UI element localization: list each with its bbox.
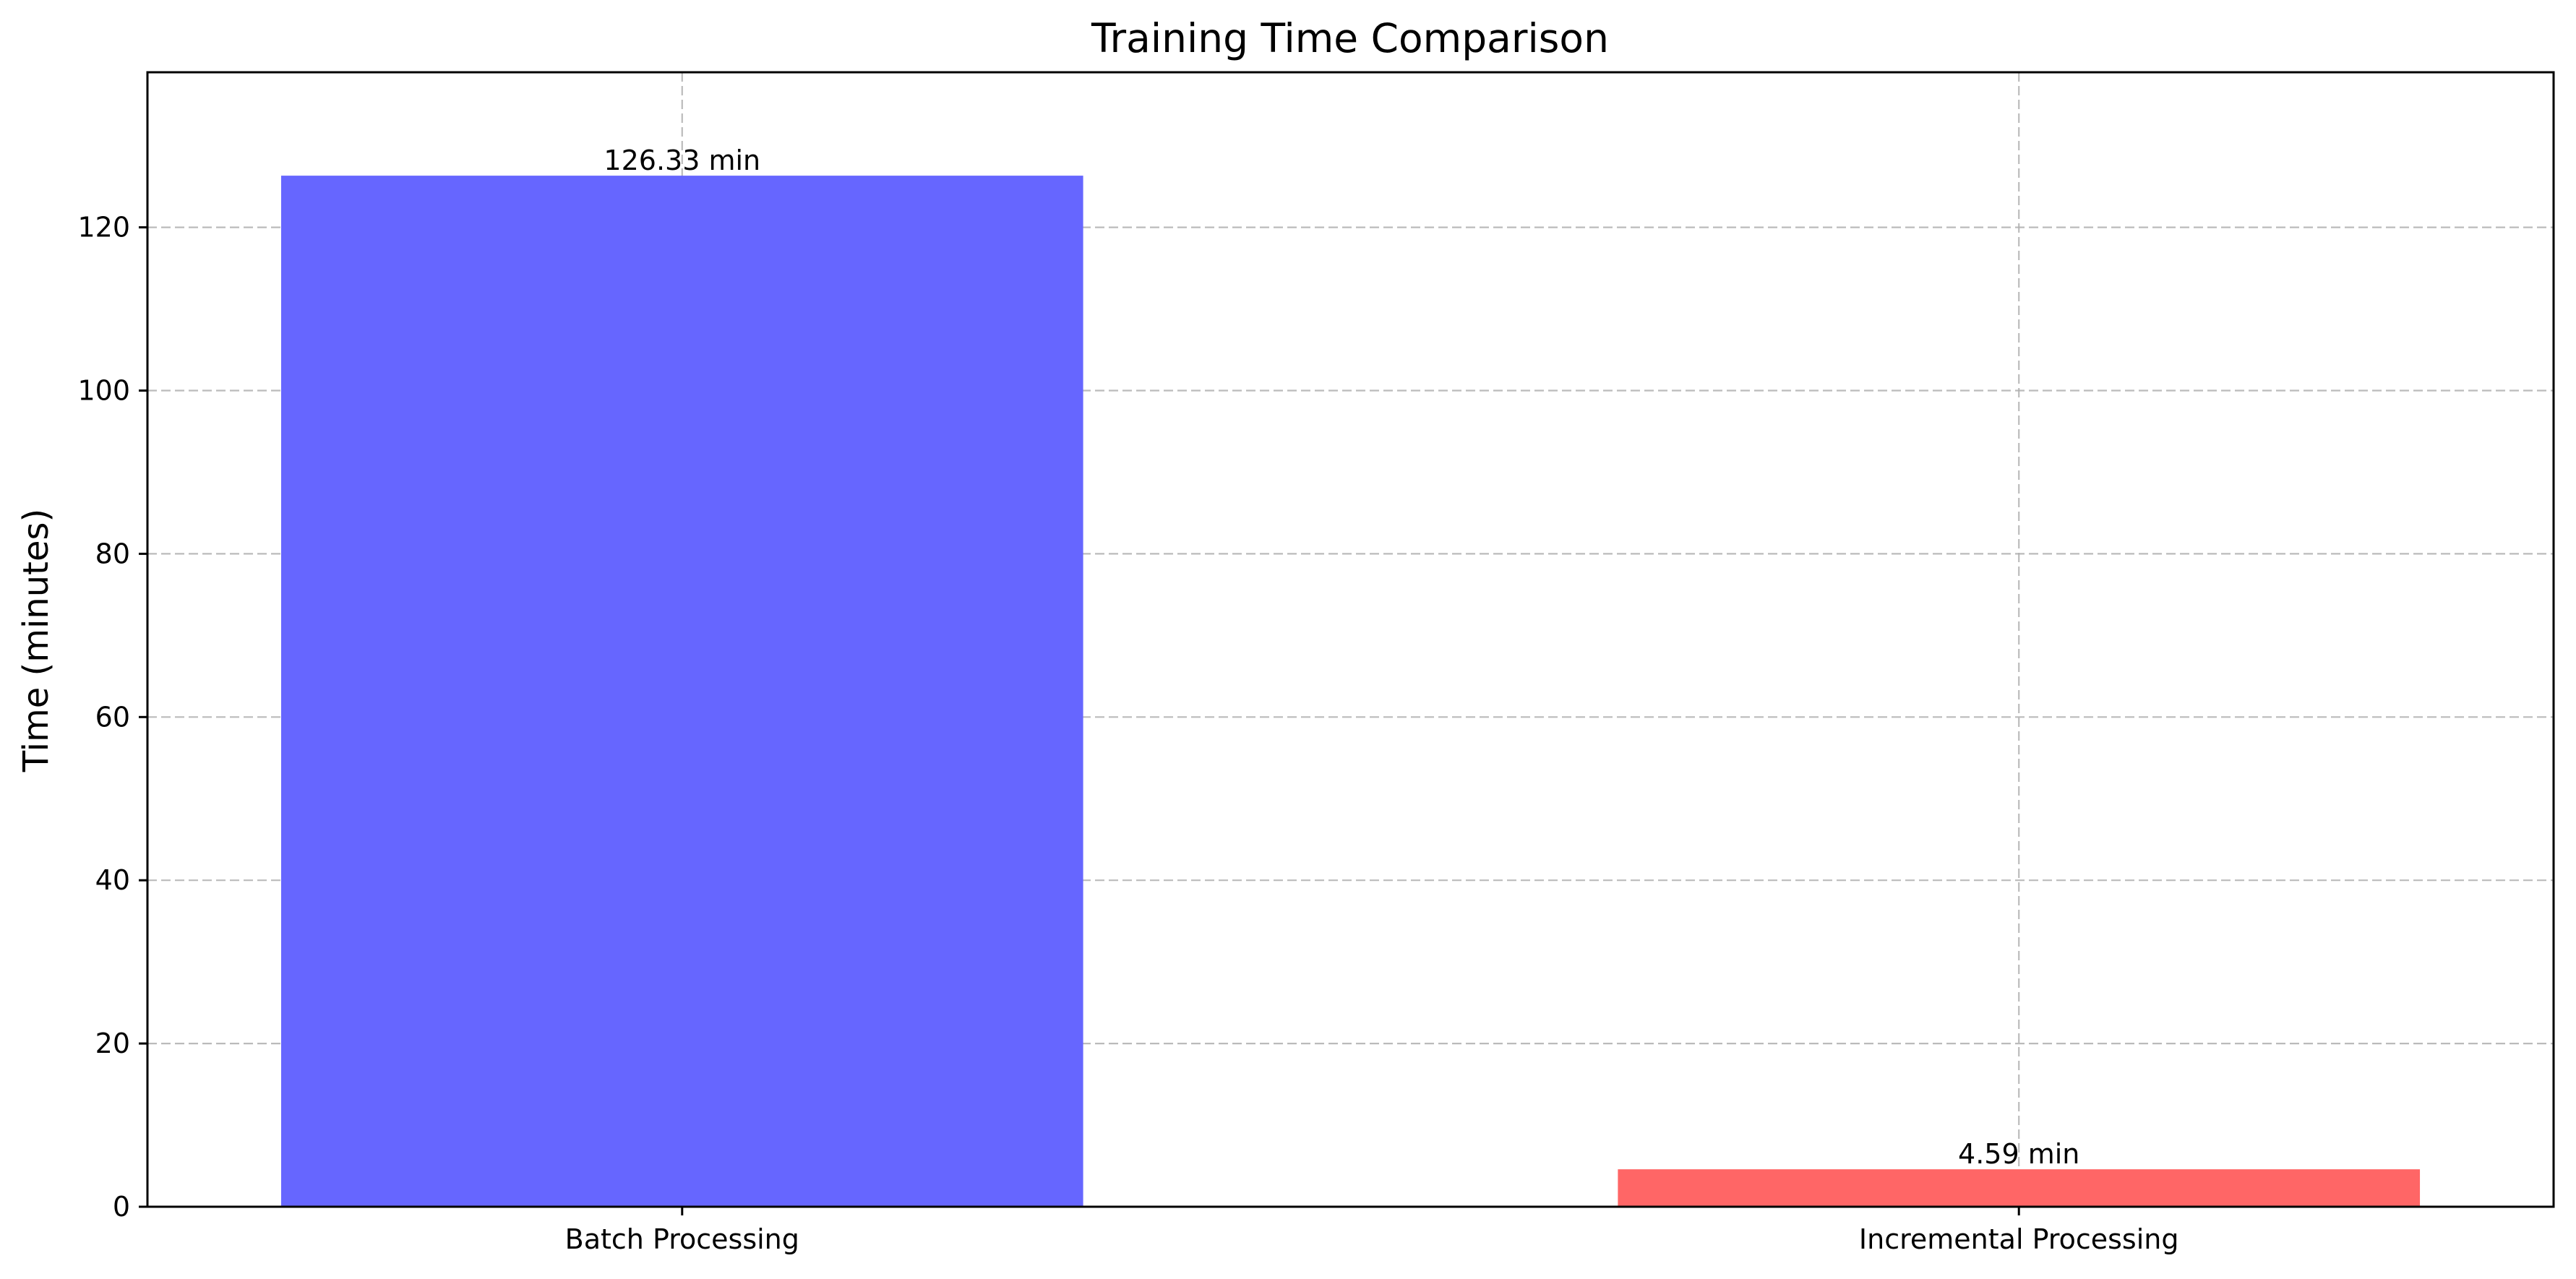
bar (280, 176, 1083, 1207)
bar-value-label: 126.33 min (604, 145, 760, 176)
plot-area-frame (146, 71, 2555, 1208)
y-axis-label: Time (minutes) (16, 509, 56, 772)
y-tick-label: 100 (77, 375, 130, 407)
bars (280, 176, 2421, 1207)
bar-value-label: 4.59 min (1958, 1138, 2079, 1170)
y-tick-label: 120 (77, 212, 130, 244)
x-tick-label: Incremental Processing (1859, 1223, 2179, 1255)
y-tick-label: 0 (113, 1191, 130, 1223)
chart-title: Training Time Comparison (1091, 15, 1609, 61)
x-tick-label: Batch Processing (565, 1223, 799, 1255)
y-axis-ticks: 0 20 40 60 80 100 120 (77, 212, 147, 1223)
y-tick-label: 20 (95, 1028, 130, 1059)
y-tick-label: 60 (95, 701, 130, 733)
y-tick-label: 40 (95, 864, 130, 896)
x-axis-ticks: Batch Processing Incremental Processing (565, 1207, 2179, 1255)
data-labels: 126.33 min 4.59 min (604, 145, 2079, 1170)
bar (1618, 1169, 2421, 1207)
y-tick-label: 80 (95, 538, 130, 569)
